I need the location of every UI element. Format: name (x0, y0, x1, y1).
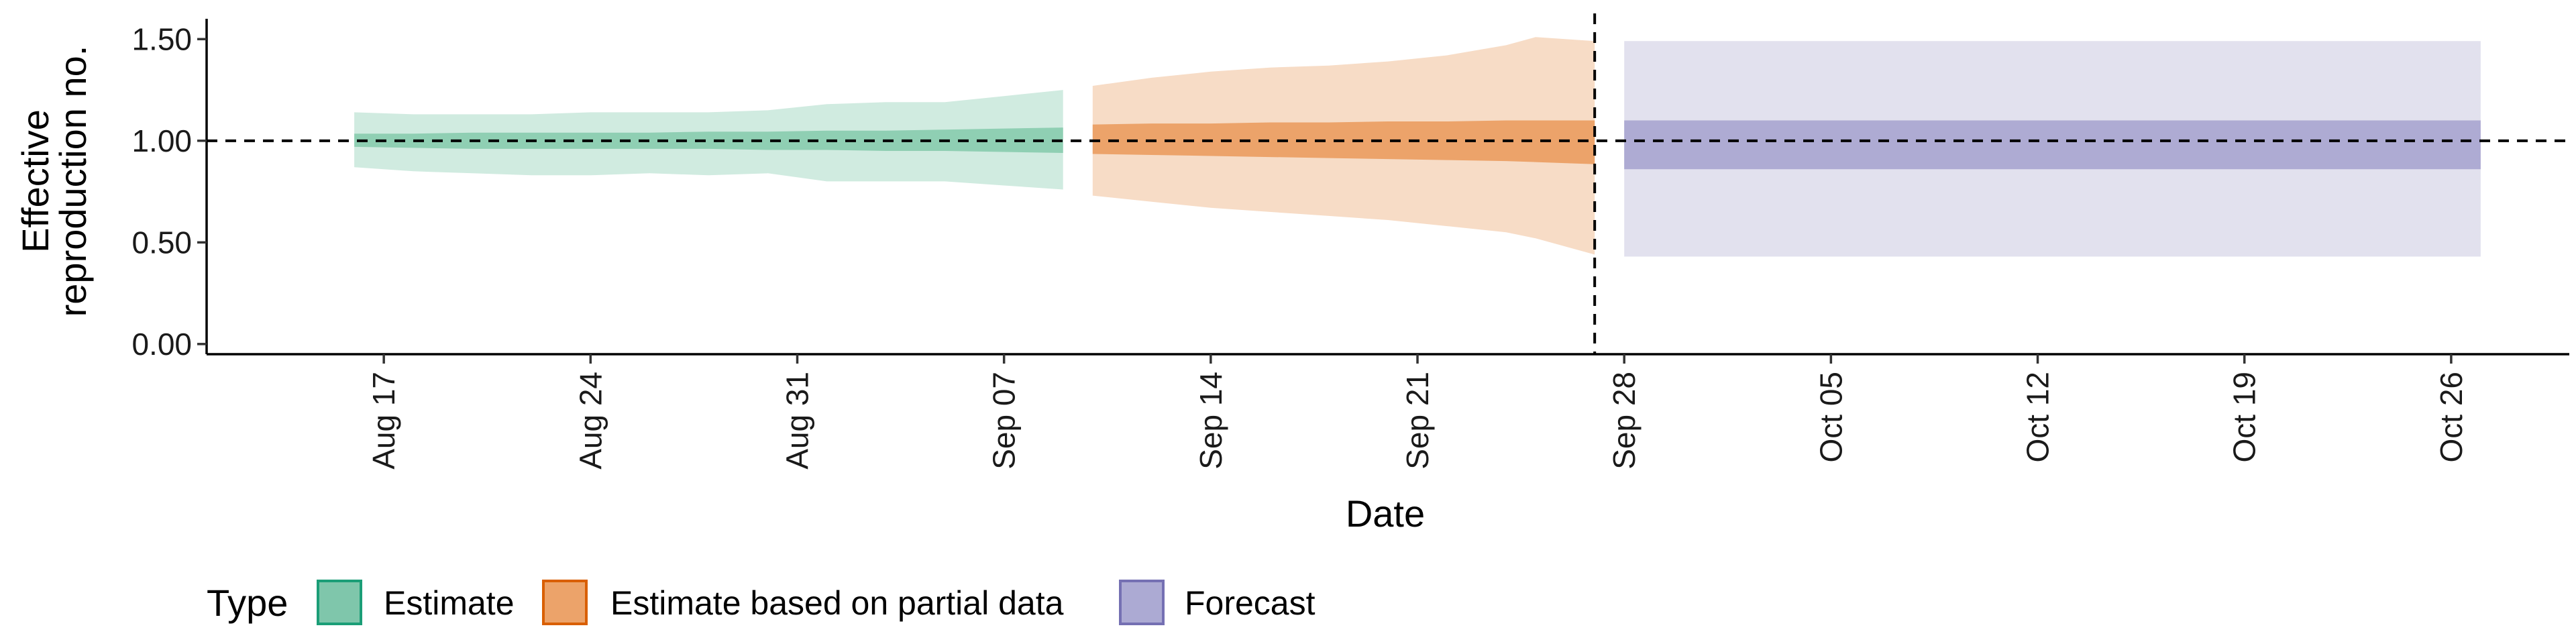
legend-key-estimate (317, 580, 362, 625)
x-tick-label: Sep 21 (1400, 372, 1435, 470)
y-tick-label: 0.00 (131, 327, 192, 362)
y-axis-title-line-2: reproduction no. (52, 46, 94, 317)
legend-label-forecast: Forecast (1185, 584, 1316, 622)
x-tick-label: Aug 17 (366, 372, 401, 470)
ribbon-inner-forecast (1624, 120, 2481, 170)
x-tick-label: Sep 07 (987, 372, 1022, 470)
legend-title: Type (207, 582, 288, 624)
x-tick-label: Oct 19 (2227, 372, 2262, 463)
legend-label-estimate: Estimate (384, 584, 515, 622)
reference-lines (207, 13, 2569, 354)
legend-label-estimate-based-on-partial-data: Estimate based on partial data (610, 584, 1064, 622)
y-tick-label: 1.00 (131, 123, 192, 158)
x-tick-label: Oct 05 (1813, 372, 1848, 463)
x-tick-label: Oct 12 (2021, 372, 2055, 463)
x-tick-label: Oct 26 (2434, 372, 2469, 463)
x-tick-label: Sep 28 (1607, 372, 1642, 470)
x-tick-label: Aug 24 (573, 372, 608, 470)
x-tick-label: Sep 14 (1193, 372, 1228, 470)
x-axis-title: Date (1346, 492, 1425, 535)
x-tick-label: Aug 31 (780, 372, 815, 470)
legend-key-estimate-based-on-partial-data (542, 580, 588, 625)
y-tick-label: 0.50 (131, 225, 192, 260)
y-axis-title-line-1: Effective (14, 109, 56, 253)
ribbon-inner-estimate (354, 127, 1063, 153)
legend-key-forecast (1119, 580, 1165, 625)
ribbon-layer (354, 37, 2481, 257)
legend: Type Estimate Estimate based on partial d… (207, 580, 1316, 625)
axes: 0.00 0.50 1.00 1.50 Aug 17 Aug 24 Aug 31 Sep 07… (131, 19, 2569, 470)
y-tick-label: 1.50 (131, 21, 192, 56)
ribbon-inner-estimate-based-on-partial-data (1092, 120, 1595, 164)
